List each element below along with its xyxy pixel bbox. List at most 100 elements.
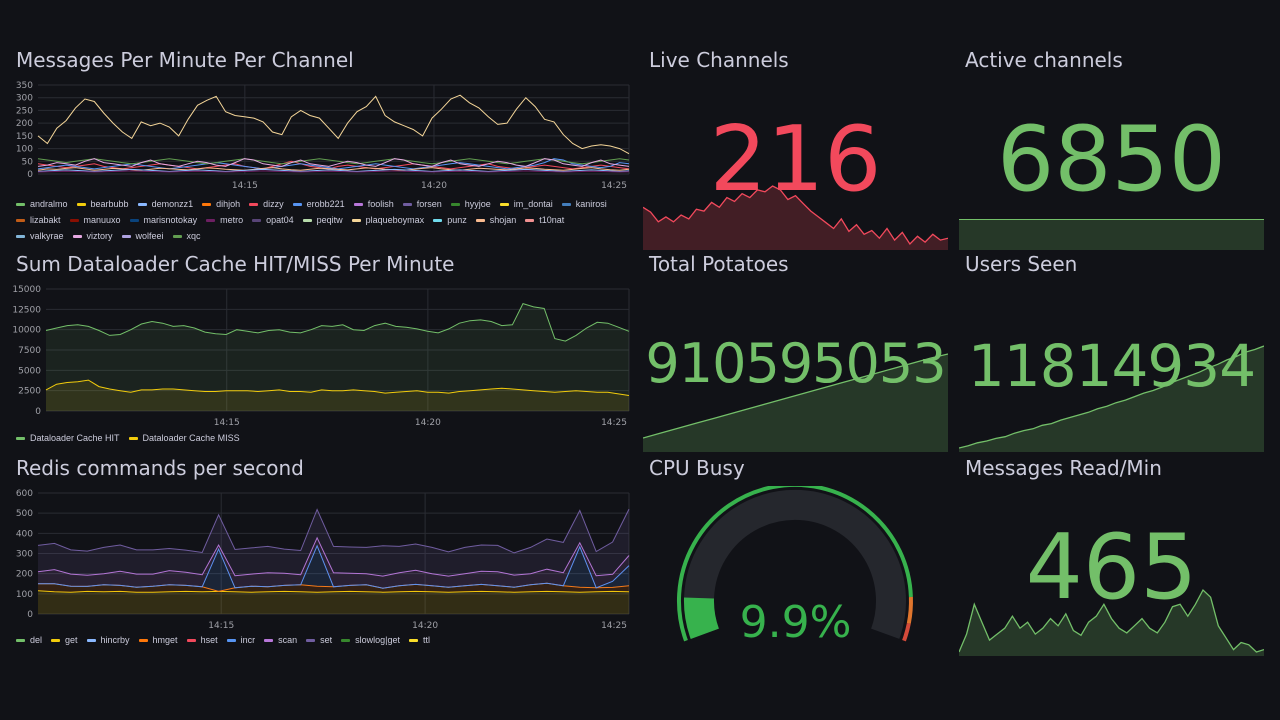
messages-per-minute-chart[interactable]: 0 50 100 150 200 250 300 350 14:15 14:20 14:25	[10, 78, 635, 228]
series-line-metro[interactable]	[37, 170, 630, 173]
gauge-threshold-green	[677, 486, 913, 642]
panel-title[interactable]: Active channels	[965, 48, 1123, 72]
series-line-xqc[interactable]	[37, 158, 630, 165]
legend-item[interactable]: Dataloader Cache HIT	[16, 430, 120, 446]
y-tick-label: 250	[16, 106, 33, 116]
legend-item[interactable]: hmget	[138, 632, 178, 648]
legend-swatch	[72, 235, 82, 239]
panel-active-channels[interactable]: Active channels 6850	[959, 48, 1264, 250]
legend-label: xqc	[186, 231, 201, 241]
legend-label: scan	[278, 635, 298, 645]
legend-item[interactable]: opat04	[252, 212, 294, 228]
legend-swatch	[186, 639, 196, 643]
y-tick-label: 12500	[12, 305, 41, 315]
x-tick-label: 14:20	[421, 181, 447, 191]
legend-label: punz	[447, 215, 467, 225]
legend-swatch	[69, 219, 79, 223]
panel-live-channels[interactable]: Live Channels 216	[643, 48, 948, 250]
legend-item[interactable]: peqitw	[302, 212, 343, 228]
legend-item[interactable]: valkyrae	[16, 228, 64, 244]
sparkline-area	[959, 590, 1264, 656]
legend-swatch	[16, 219, 25, 223]
legend-item[interactable]: demonzz1	[137, 196, 193, 212]
legend-label: shojan	[489, 215, 517, 225]
legend-item[interactable]: metro	[206, 212, 243, 228]
x-tick-label: 14:15	[232, 181, 258, 191]
panel-title[interactable]: Total Potatoes	[649, 252, 789, 276]
panel-total-potatoes[interactable]: Total Potatoes 910595053	[643, 252, 948, 452]
x-tick-label: 14:20	[412, 621, 438, 631]
legend-item[interactable]: hset	[186, 632, 218, 648]
sparkline-area	[959, 346, 1264, 452]
legend-swatch	[341, 639, 351, 643]
legend-swatch	[121, 235, 131, 239]
cache-hit-miss-chart[interactable]: 0 2500 5000 7500 10000 12500 15000 14:15 14:20 14…	[10, 282, 635, 432]
legend-item[interactable]: incr	[226, 632, 255, 648]
legend-item[interactable]: set	[306, 632, 332, 648]
legend-item[interactable]: Dataloader Cache MISS	[128, 430, 240, 446]
legend-swatch	[252, 219, 262, 223]
redis-commands-chart[interactable]: 0 100 200 300 400 500 600 14:15 14:20 14:25	[10, 486, 635, 636]
panel-title[interactable]: Sum Dataloader Cache HIT/MISS Per Minute	[16, 252, 455, 276]
y-tick-label: 7500	[18, 346, 41, 356]
series-line-scan[interactable]	[37, 536, 630, 577]
panel-redis-commands: Redis commands per second 0 100 200 300 400 5…	[10, 456, 635, 656]
sparkline-line	[959, 588, 1264, 653]
legend-label: dihjoh	[216, 199, 241, 209]
legend-item[interactable]: dizzy	[249, 196, 284, 212]
legend-swatch	[226, 639, 236, 643]
legend-item[interactable]: xqc	[172, 228, 201, 244]
series-line-Dataloader-Cache-HIT[interactable]	[45, 302, 630, 342]
panel-title[interactable]: CPU Busy	[649, 456, 745, 480]
legend-item[interactable]: get	[51, 632, 78, 648]
legend-item[interactable]: lizabakt	[16, 212, 61, 228]
series-area-Dataloader-Cache-HIT	[46, 303, 629, 411]
legend-label: Dataloader Cache MISS	[142, 433, 240, 443]
series-line-bearbubb[interactable]	[37, 94, 630, 155]
legend-item[interactable]: scan	[264, 632, 297, 648]
legend-item[interactable]: t10nat	[525, 212, 564, 228]
panel-title[interactable]: Messages Per Minute Per Channel	[16, 48, 354, 72]
legend-item[interactable]: hyyjoe	[450, 196, 491, 212]
legend-item[interactable]: bearbubb	[76, 196, 129, 212]
legend-item[interactable]: dihjoh	[202, 196, 240, 212]
legend-item[interactable]: marisnotokay	[129, 212, 197, 228]
series-line-demonzz1[interactable]	[37, 168, 630, 173]
panel-messages-read[interactable]: Messages Read/Min 465	[959, 456, 1264, 658]
panel-title[interactable]: Live Channels	[649, 48, 789, 72]
legend-item[interactable]: manuuxo	[69, 212, 121, 228]
legend-item[interactable]: kanirosi	[561, 196, 607, 212]
legend-item[interactable]: foolish	[353, 196, 394, 212]
series-line-Dataloader-Cache-MISS[interactable]	[45, 379, 630, 396]
legend-item[interactable]: hincrby	[86, 632, 130, 648]
cache-hit-miss-legend: Dataloader Cache HIT Dataloader Cache MIS…	[16, 430, 616, 446]
legend-item[interactable]: punz	[433, 212, 467, 228]
series-line-get[interactable]	[37, 590, 630, 593]
legend-item[interactable]: del	[16, 632, 42, 648]
legend-item[interactable]: wolfeei	[121, 228, 164, 244]
series-line-set[interactable]	[37, 508, 630, 554]
legend-item[interactable]: slowlog|get	[341, 632, 400, 648]
panel-users-seen[interactable]: Users Seen 11814934	[959, 252, 1264, 452]
panel-title[interactable]: Messages Read/Min	[965, 456, 1162, 480]
legend-item[interactable]: ttl	[409, 632, 430, 648]
legend-item[interactable]: erobb221	[292, 196, 345, 212]
panel-title[interactable]: Users Seen	[965, 252, 1078, 276]
legend-item[interactable]: forsen	[402, 196, 442, 212]
x-tick-label: 14:20	[415, 418, 441, 428]
legend-label: Dataloader Cache HIT	[30, 433, 120, 443]
series-line-dizzy[interactable]	[37, 160, 630, 170]
legend-item[interactable]: shojan	[475, 212, 517, 228]
series-line-viztory[interactable]	[37, 158, 630, 167]
legend-item[interactable]: andralmo	[16, 196, 68, 212]
legend-label: peqitw	[316, 215, 343, 225]
panel-cpu-busy[interactable]: CPU Busy 9.9%	[643, 456, 948, 658]
legend-item[interactable]: im_dontai	[499, 196, 553, 212]
panel-title[interactable]: Redis commands per second	[16, 456, 304, 480]
legend-item[interactable]: viztory	[72, 228, 113, 244]
legend-label: erobb221	[306, 199, 345, 209]
legend-label: manuuxo	[83, 215, 121, 225]
legend-item[interactable]: plaqueboymax	[351, 212, 424, 228]
legend-label: metro	[220, 215, 244, 225]
series-line-incr[interactable]	[38, 544, 630, 589]
